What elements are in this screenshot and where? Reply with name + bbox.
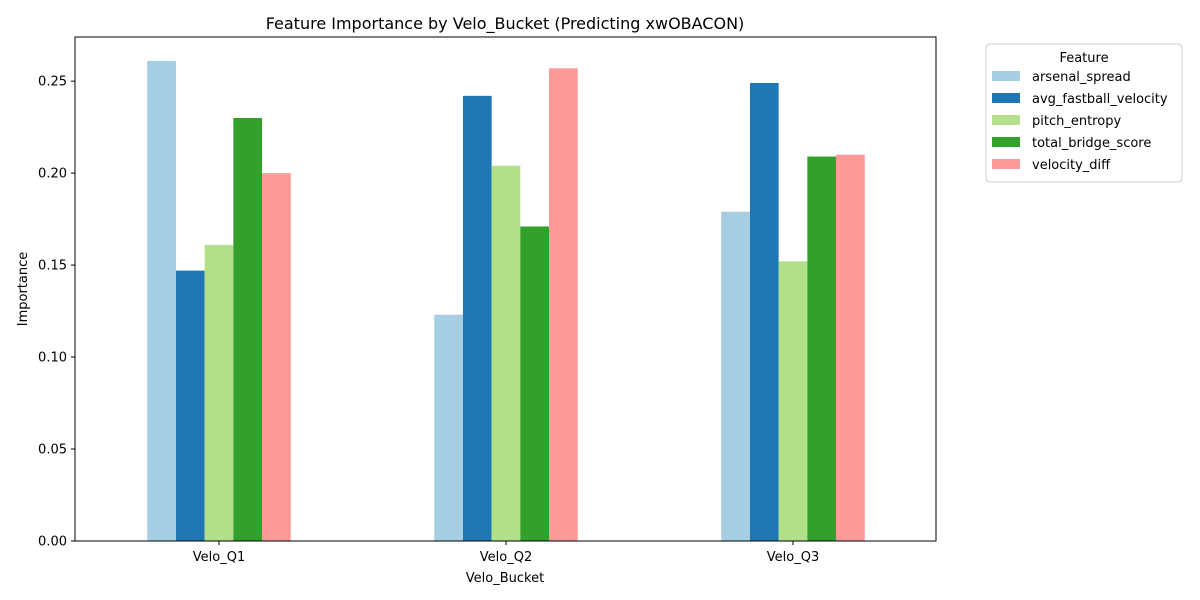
y-axis-label: Importance (16, 252, 31, 327)
bar-velocity_diff-Velo_Q2 (549, 68, 578, 542)
bar-pitch_entropy-Velo_Q1 (204, 244, 234, 541)
x-tick-label: Velo_Q1 (193, 550, 245, 565)
legend: Feature arsenal_spread avg_fastball_veloci… (985, 43, 1183, 183)
bar-arsenal_spread-Velo_Q1 (147, 60, 176, 541)
bar-velocity_diff-Velo_Q1 (262, 173, 291, 541)
y-tick-label: 0.15 (38, 259, 67, 274)
legend-swatch-avg_fastball_velocity (992, 93, 1020, 103)
legend-swatch-velocity_diff (992, 159, 1020, 169)
legend-label-total_bridge_score: total_bridge_score (1032, 136, 1151, 151)
legend-title: Feature (1059, 51, 1108, 66)
y-tick-label: 0.25 (38, 75, 67, 90)
y-tick-label: 0.00 (38, 535, 67, 550)
bar-arsenal_spread-Velo_Q2 (434, 314, 463, 541)
legend-swatch-pitch_entropy (992, 115, 1020, 125)
x-axis-label: Velo_Bucket (466, 571, 544, 586)
legend-label-arsenal_spread: arsenal_spread (1032, 70, 1131, 85)
y-tick-label: 0.20 (38, 167, 67, 182)
legend-swatch-arsenal_spread (992, 71, 1020, 81)
chart-title: Feature Importance by Velo_Bucket (Predi… (266, 14, 745, 34)
legend-box (985, 43, 1183, 183)
y-tick-label: 0.05 (38, 443, 67, 458)
legend-label-velocity_diff: velocity_diff (1032, 158, 1111, 173)
legend-label-avg_fastball_velocity: avg_fastball_velocity (1032, 92, 1168, 107)
bar-avg_fastball_velocity-Velo_Q2 (462, 95, 492, 542)
plot-area: 0.00 0.05 0.10 0.15 0.20 0.25 Velo_Q1 Velo_Q2 Ve… (38, 36, 937, 565)
x-tick-label: Velo_Q2 (480, 550, 532, 565)
bar-arsenal_spread-Velo_Q3 (721, 211, 750, 542)
bar-total_bridge_score-Velo_Q1 (233, 117, 263, 542)
legend-label-pitch_entropy: pitch_entropy (1032, 114, 1121, 129)
legend-swatch-total_bridge_score (992, 137, 1020, 147)
bar-avg_fastball_velocity-Velo_Q3 (749, 82, 779, 542)
bar-avg_fastball_velocity-Velo_Q1 (175, 270, 205, 541)
bar-pitch_entropy-Velo_Q3 (778, 261, 808, 541)
bar-velocity_diff-Velo_Q3 (836, 154, 865, 541)
bar-total_bridge_score-Velo_Q2 (520, 226, 550, 541)
bar-pitch_entropy-Velo_Q2 (491, 165, 521, 541)
bar-total_bridge_score-Velo_Q3 (807, 156, 837, 541)
x-tick-label: Velo_Q3 (767, 550, 819, 565)
y-tick-label: 0.10 (38, 351, 67, 366)
